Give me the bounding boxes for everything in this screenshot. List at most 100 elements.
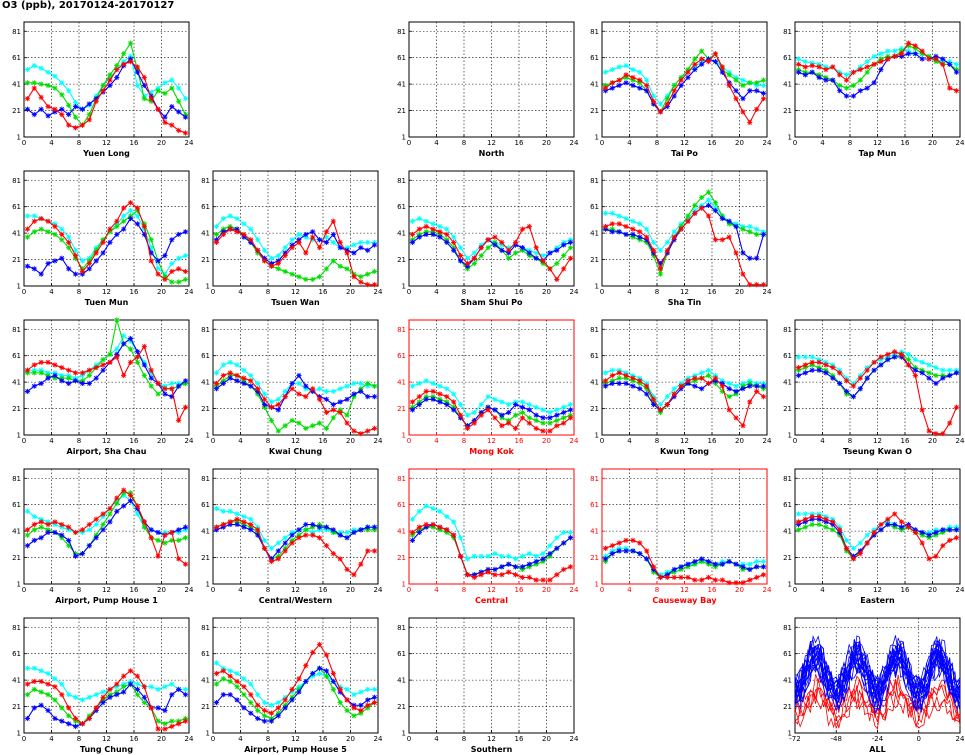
data-point-marker (623, 72, 629, 78)
data-point-marker (303, 231, 309, 238)
data-point-marker (416, 231, 422, 238)
x-tick-label: 4 (238, 288, 243, 296)
data-point-marker (59, 375, 65, 381)
data-point-marker (289, 242, 295, 248)
data-point-marker (837, 524, 843, 530)
data-point-marker (947, 527, 953, 533)
y-tick-label: 81 (397, 624, 406, 632)
data-point-marker (155, 85, 161, 91)
y-tick-label: 61 (783, 650, 792, 658)
data-point-marker (526, 574, 532, 580)
panel-title: Tseung Kwan O (843, 447, 912, 456)
data-point-marker (59, 106, 65, 112)
data-point-marker (733, 383, 739, 389)
data-point-marker (59, 372, 65, 379)
data-point-marker (148, 705, 154, 711)
data-point-marker (66, 367, 72, 373)
data-point-marker (644, 234, 650, 240)
data-point-marker (162, 276, 168, 282)
data-point-marker (241, 231, 247, 238)
data-point-marker (623, 80, 629, 86)
data-point-marker (451, 245, 457, 251)
x-tick-label: 8 (655, 437, 659, 445)
all-series-line (794, 651, 961, 711)
data-point-marker (409, 383, 416, 389)
data-point-marker (24, 96, 31, 102)
data-point-marker (940, 367, 946, 373)
data-point-marker (323, 524, 330, 530)
x-tick-label: 4 (238, 437, 243, 445)
data-point-marker (121, 213, 127, 219)
data-point-marker (261, 396, 268, 402)
data-point-marker (733, 388, 739, 394)
data-point-marker (692, 208, 698, 214)
data-point-marker (637, 380, 643, 387)
data-point-marker (255, 250, 261, 256)
x-tick-label: 4 (49, 288, 54, 296)
x-tick-label: 24 (374, 288, 383, 296)
data-point-marker (213, 670, 220, 677)
y-tick-label: 41 (201, 528, 210, 536)
data-point-marker (162, 114, 168, 120)
data-point-marker (38, 519, 44, 525)
data-point-marker (268, 260, 275, 267)
data-point-marker (220, 226, 226, 232)
x-tick-label: 12 (102, 288, 111, 296)
data-point-marker (478, 409, 484, 416)
data-point-marker (437, 399, 443, 405)
data-point-marker (740, 109, 746, 115)
y-tick-label: 1 (788, 432, 792, 440)
x-tick-label: 8 (848, 586, 852, 594)
x-tick-label: 20 (157, 437, 166, 445)
data-point-marker (176, 383, 182, 389)
data-point-marker (416, 529, 422, 536)
data-point-marker (471, 255, 477, 261)
data-point-marker (169, 237, 175, 243)
data-point-marker (52, 697, 58, 703)
y-tick-label: 81 (201, 326, 210, 334)
data-point-marker (134, 506, 141, 512)
data-point-marker (114, 495, 120, 501)
data-point-marker (712, 200, 719, 206)
data-point-marker (182, 404, 189, 410)
data-point-marker (365, 702, 371, 708)
data-point-marker (871, 532, 877, 538)
data-point-marker (59, 364, 65, 371)
data-point-marker (685, 69, 691, 75)
data-point-marker (423, 394, 429, 400)
data-point-marker (878, 51, 884, 57)
data-point-marker (289, 271, 295, 277)
data-point-marker (437, 231, 443, 238)
data-point-marker (816, 72, 822, 78)
data-point-marker (506, 561, 512, 567)
data-point-marker (699, 370, 705, 376)
data-point-marker (630, 537, 636, 543)
data-point-marker (864, 364, 870, 371)
data-point-marker (506, 250, 512, 256)
y-tick-label: 41 (12, 528, 21, 536)
data-point-marker (905, 524, 912, 530)
data-point-marker (114, 351, 120, 357)
x-tick-label: 12 (291, 735, 300, 743)
data-point-marker (45, 375, 51, 381)
data-point-marker (719, 558, 725, 565)
data-point-marker (176, 686, 182, 692)
data-point-marker (234, 229, 240, 235)
data-point-marker (478, 572, 484, 578)
data-point-marker (248, 699, 254, 706)
panel-title: Tsuen Wan (271, 298, 320, 307)
data-point-marker (107, 226, 113, 232)
data-point-marker (52, 85, 58, 91)
data-point-marker (547, 550, 553, 557)
data-point-marker (227, 370, 233, 376)
data-point-marker (699, 556, 705, 562)
data-point-marker (533, 404, 539, 410)
x-tick-label: 20 (735, 586, 744, 594)
data-point-marker (705, 189, 712, 195)
data-point-marker (857, 77, 863, 83)
data-point-marker (451, 399, 457, 405)
x-tick-label: 24 (763, 437, 772, 445)
